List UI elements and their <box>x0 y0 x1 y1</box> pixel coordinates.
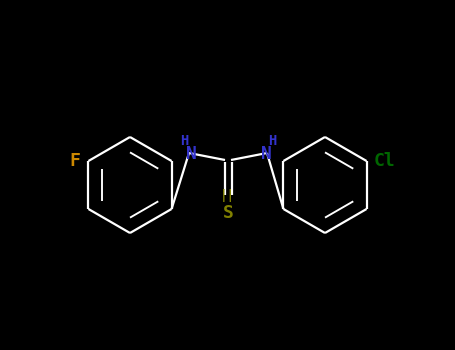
Text: H: H <box>268 134 276 148</box>
Text: H: H <box>180 134 188 148</box>
Text: ||: || <box>219 189 234 203</box>
Text: F: F <box>69 152 80 170</box>
Text: Cl: Cl <box>374 152 395 170</box>
Text: N: N <box>186 145 197 163</box>
Text: S: S <box>222 204 233 222</box>
Text: N: N <box>261 145 272 163</box>
